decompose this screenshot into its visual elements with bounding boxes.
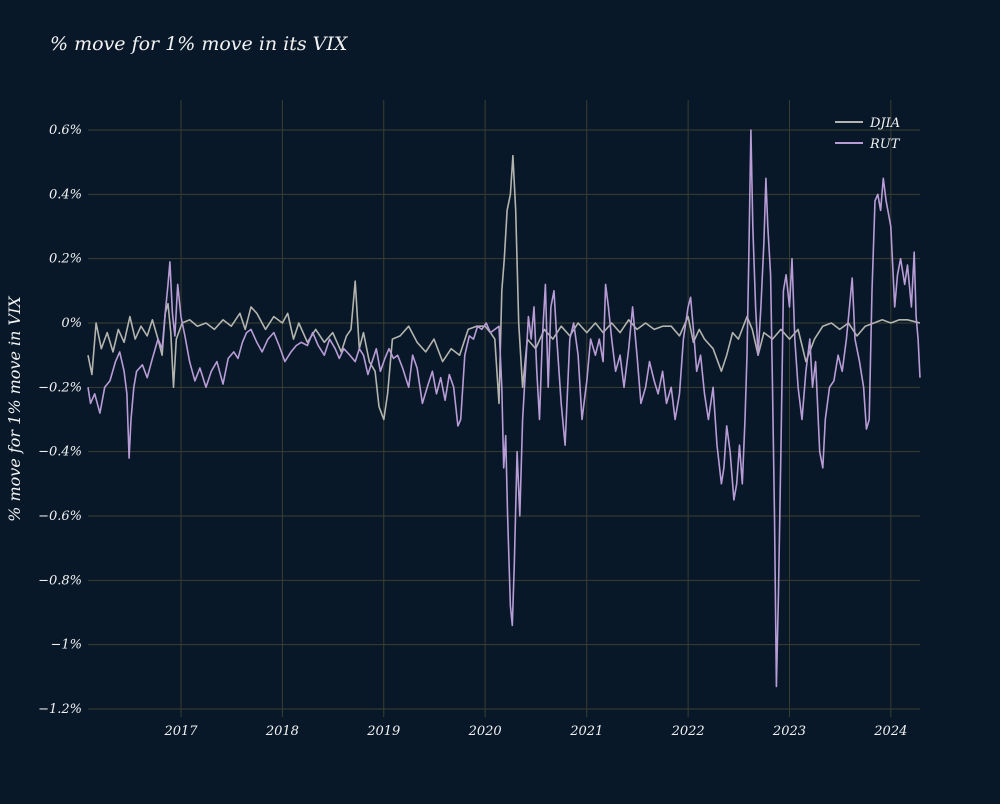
legend-item-rut[interactable]: RUT (835, 137, 901, 152)
legend-label: DJIA (869, 116, 900, 131)
x-tick-label: 2024 (873, 724, 907, 739)
y-tick-label: −1% (50, 638, 82, 653)
legend-item-djia[interactable]: DJIA (835, 116, 900, 131)
series-line-rut (87, 129, 921, 688)
y-axis-ticks: 0.6% 0.4% 0.2% 0% −0.2% −0.4% −0.6% −0.8% −1% −1.… (38, 123, 82, 717)
y-axis-title: % move for 1% move in VIX (5, 296, 24, 522)
y-tick-label: −0.2% (38, 380, 82, 395)
x-tick-label: 2018 (265, 724, 299, 739)
x-tick-label: 2017 (163, 724, 198, 739)
y-tick-label: 0.6% (49, 123, 82, 138)
y-tick-label: 0% (61, 316, 82, 331)
series-line-djia (87, 154, 921, 421)
x-axis-ticks: 2017 2018 2019 2020 2021 2022 2023 2024 (163, 724, 907, 739)
y-tick-label: 0.2% (49, 252, 82, 267)
x-tick-label: 2019 (366, 724, 400, 739)
x-tick-label: 2021 (569, 724, 603, 739)
y-tick-label: −0.8% (38, 573, 82, 588)
x-tick-label: 2020 (468, 724, 502, 739)
grid (88, 100, 920, 717)
legend[interactable]: DJIA RUT (835, 116, 901, 152)
x-tick-label: 2022 (671, 724, 705, 739)
legend-label: RUT (869, 137, 901, 152)
y-tick-label: −1.2% (38, 702, 82, 717)
series-lines (87, 129, 921, 688)
y-tick-label: −0.6% (38, 509, 82, 524)
y-tick-label: 0.4% (49, 187, 82, 202)
y-tick-label: −0.4% (38, 445, 82, 460)
chart-title: % move for 1% move in its VIX (50, 33, 349, 55)
x-tick-label: 2023 (772, 724, 806, 739)
